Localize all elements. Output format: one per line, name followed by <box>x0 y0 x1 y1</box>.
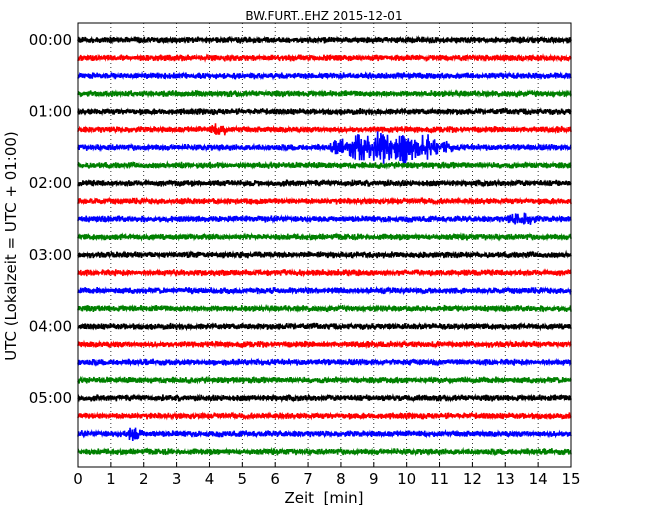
x-tick-label: 9 <box>369 470 379 488</box>
trace-0030 <box>77 70 572 81</box>
x-tick-label: 2 <box>139 470 149 488</box>
trace-0000 <box>77 35 572 45</box>
x-tick-label: 10 <box>397 470 416 488</box>
plot-frame <box>77 22 572 468</box>
trace-0530 <box>77 427 572 441</box>
trace-0430 <box>77 357 572 367</box>
y-axis-label: UTC (Lokalzeit = UTC + 01:00) <box>2 131 20 361</box>
y-tick-label: 05:00 <box>29 389 72 407</box>
y-tick-label: 02:00 <box>29 174 72 192</box>
trace-0100 <box>77 106 572 117</box>
trace-0245 <box>77 231 572 242</box>
y-tick-label: 03:00 <box>29 246 72 264</box>
y-tick-label: 04:00 <box>29 317 72 335</box>
y-tick-label: 01:00 <box>29 103 72 121</box>
trace-0500 <box>77 393 572 404</box>
x-tick-label: 3 <box>172 470 182 488</box>
x-tick-label: 0 <box>73 470 83 488</box>
y-tick-label: 00:00 <box>29 31 72 49</box>
trace-0145 <box>77 160 572 170</box>
trace-0315 <box>77 268 572 278</box>
trace-0230 <box>77 212 572 225</box>
x-tick-label: 7 <box>303 470 313 488</box>
trace-0015 <box>77 53 572 63</box>
trace-0545 <box>77 446 572 457</box>
trace-0130 <box>77 131 572 166</box>
trace-0515 <box>77 411 572 421</box>
trace-0445 <box>77 375 572 385</box>
seismic-traces <box>77 35 572 457</box>
trace-0215 <box>77 196 572 206</box>
x-tick-label: 1 <box>106 470 116 488</box>
x-tick-label: 4 <box>205 470 215 488</box>
x-tick-label: 12 <box>463 470 482 488</box>
chart-title: BW.FURT..EHZ 2015-12-01 <box>245 9 402 23</box>
x-tick-label: 5 <box>238 470 248 488</box>
trace-0200 <box>77 178 572 189</box>
x-axis-ticks: 0 1 2 3 4 5 6 7 8 9 10 11 12 13 14 15 <box>73 462 581 488</box>
trace-0330 <box>77 285 572 296</box>
x-tick-label: 11 <box>430 470 449 488</box>
x-tick-label: 13 <box>496 470 515 488</box>
x-tick-label: 8 <box>336 470 346 488</box>
trace-0345 <box>77 303 572 314</box>
x-tick-label: 6 <box>270 470 280 488</box>
trace-0400 <box>77 321 572 332</box>
trace-0115 <box>77 123 572 136</box>
x-axis-label: Zeit [min] <box>284 489 363 507</box>
x-tick-label: 15 <box>561 470 580 488</box>
trace-0045 <box>77 89 572 99</box>
y-axis-ticks: 00:00 01:00 02:00 03:00 04:00 05:00 <box>29 31 83 407</box>
trace-0300 <box>77 249 572 260</box>
x-tick-label: 14 <box>529 470 548 488</box>
trace-0415 <box>77 339 572 350</box>
